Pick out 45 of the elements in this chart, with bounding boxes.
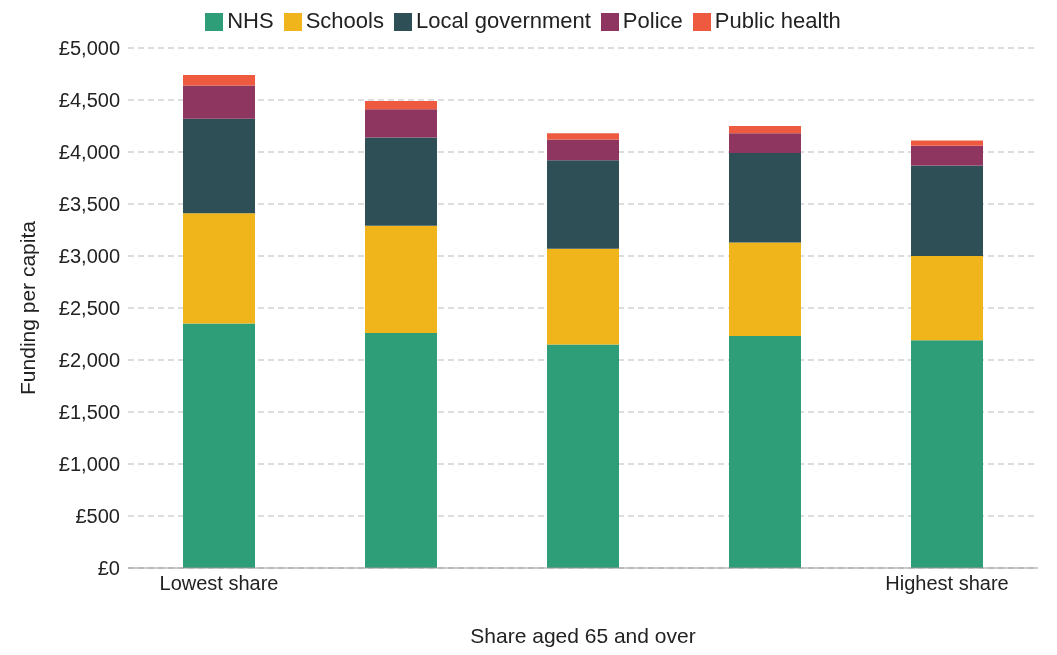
bar	[911, 145, 983, 166]
bar	[729, 133, 801, 154]
bar	[729, 336, 801, 568]
bar	[183, 85, 255, 119]
bar	[547, 139, 619, 161]
bar	[365, 137, 437, 226]
y-tick-label: £3,500	[58, 193, 120, 216]
x-tick-label: Highest share	[885, 572, 1009, 595]
y-tick-label: £5,000	[58, 37, 120, 60]
bar	[911, 256, 983, 341]
bar	[911, 140, 983, 146]
legend-label: Local government	[415, 8, 591, 33]
bar	[547, 344, 619, 568]
y-tick-label: £4,000	[58, 141, 120, 164]
bar	[547, 160, 619, 249]
y-tick-label: £1,000	[58, 453, 120, 476]
bar	[183, 213, 255, 324]
bar	[183, 75, 255, 86]
legend-label: Schools	[305, 8, 384, 33]
y-tick-label: £2,000	[58, 349, 120, 372]
bar	[911, 165, 983, 256]
bar	[547, 248, 619, 345]
bar	[183, 323, 255, 568]
bar	[729, 153, 801, 243]
bar	[729, 242, 801, 337]
legend-label: Police	[622, 8, 683, 33]
legend-label: NHS	[227, 8, 274, 33]
bar	[365, 225, 437, 333]
y-tick-label: £2,500	[58, 297, 120, 320]
bar	[729, 126, 801, 134]
bar	[365, 332, 437, 568]
y-tick-label: £1,500	[58, 401, 120, 424]
y-tick-label: £4,500	[58, 89, 120, 112]
bar	[365, 109, 437, 138]
y-tick-label: £500	[75, 505, 120, 528]
bar	[365, 101, 437, 110]
legend-label: Public health	[714, 8, 841, 33]
bar	[547, 133, 619, 140]
y-tick-label: £0	[97, 557, 120, 580]
x-axis-title: Share aged 65 and over	[470, 624, 696, 647]
x-tick-label: Lowest share	[159, 572, 279, 595]
bar	[183, 118, 255, 214]
bar	[911, 340, 983, 568]
y-tick-label: £3,000	[58, 245, 120, 268]
y-axis-title: Funding per capita	[16, 220, 40, 395]
